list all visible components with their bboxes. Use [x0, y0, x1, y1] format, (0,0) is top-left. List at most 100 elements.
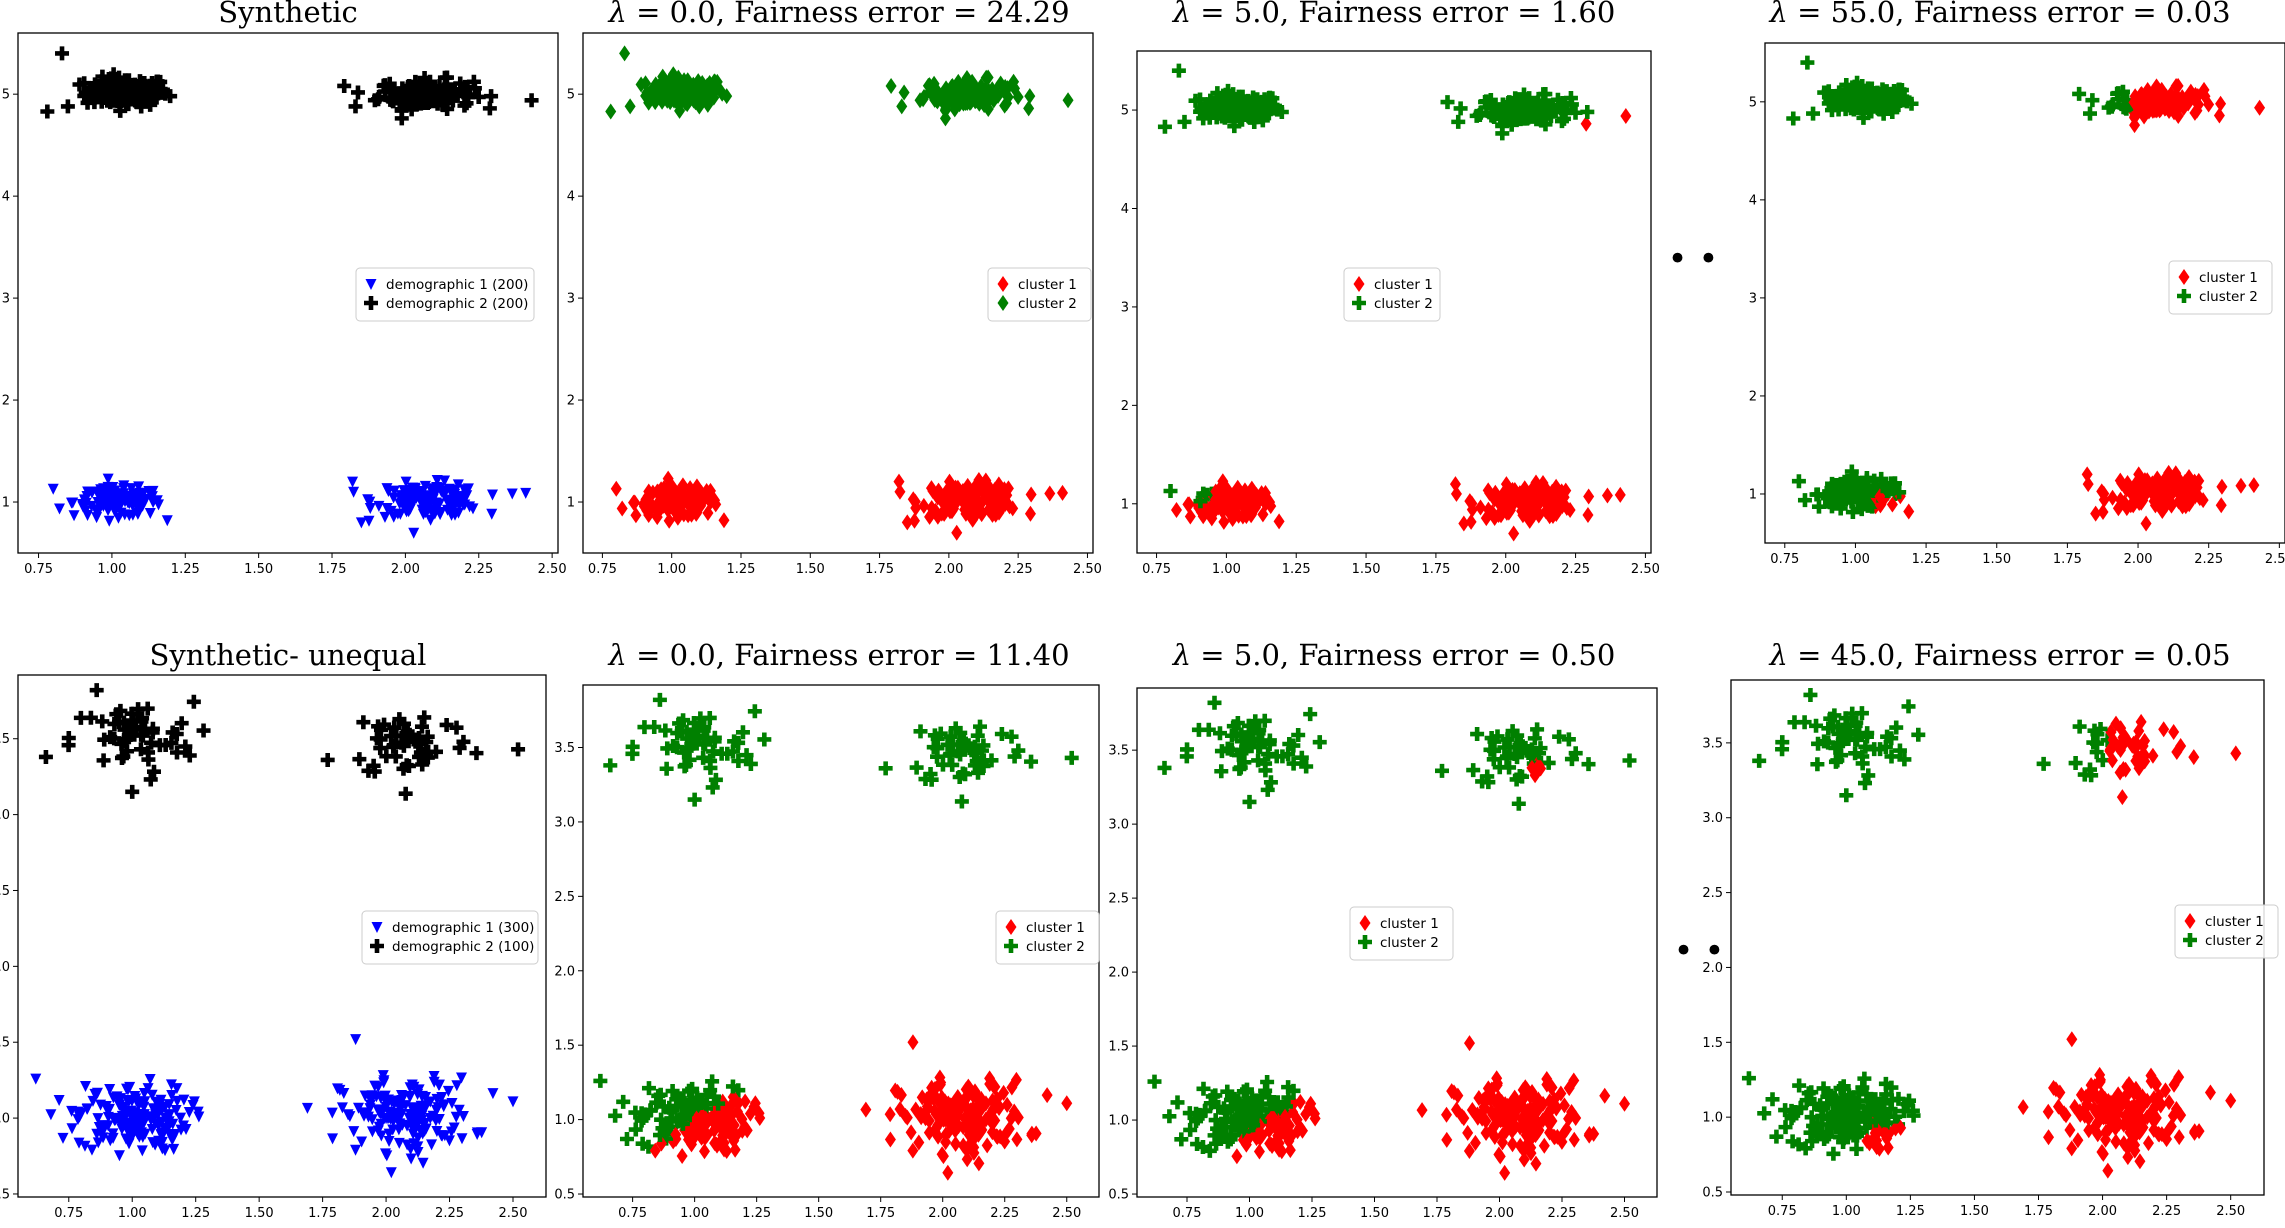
- scatter-point: [1147, 1074, 1162, 1089]
- scatter-point: [1206, 505, 1218, 522]
- scatter-point: [2072, 86, 2087, 101]
- scatter-point: [2072, 1132, 2084, 1149]
- scatter-point: [2137, 738, 2149, 755]
- scatter-point: [2095, 1109, 2107, 1126]
- scatter-point: [1500, 732, 1515, 747]
- scatter-point: [450, 1111, 462, 1123]
- scatter-point: [1519, 480, 1531, 497]
- legend-marker: [1358, 935, 1372, 949]
- scatter-point: [1836, 1135, 1851, 1150]
- scatter-point: [1470, 727, 1485, 742]
- scatter-point: [1538, 1137, 1550, 1154]
- scatter-point: [974, 743, 989, 758]
- scatter-point: [356, 1136, 368, 1148]
- scatter-point: [113, 1099, 125, 1111]
- scatter-point: [1242, 737, 1257, 752]
- scatter-point: [2141, 100, 2153, 117]
- y-tick-label: 1.0: [1108, 1114, 1129, 1129]
- legend-box: [2174, 904, 2279, 959]
- scatter-point: [1234, 1119, 1249, 1134]
- scatter-point: [992, 87, 1004, 104]
- legend: cluster 1 cluster 2: [1349, 906, 1454, 961]
- scatter-point: [739, 1093, 751, 1110]
- scatter-point: [1822, 495, 1837, 510]
- scatter-point: [2170, 477, 2182, 494]
- scatter-point: [377, 78, 392, 93]
- scatter-point: [132, 1128, 144, 1140]
- scatter-point: [417, 749, 432, 764]
- scatter-point: [717, 1115, 729, 1132]
- scatter-point: [2096, 483, 2108, 500]
- subplot-8: λ = 45.0, Fairness error = 0.05 0.75 1.00 1…: [1702, 638, 2279, 1219]
- scatter-point: [665, 1084, 680, 1099]
- scatter-point: [643, 1103, 658, 1118]
- scatter-point: [2173, 493, 2185, 510]
- scatter-point: [1252, 723, 1267, 738]
- scatter-point: [117, 734, 132, 749]
- y-tick-label: 2.0: [554, 964, 575, 979]
- x-tick-label: 2.50: [2265, 552, 2285, 567]
- scatter-point: [657, 68, 669, 85]
- scatter-point: [102, 1105, 114, 1117]
- scatter-point: [1464, 493, 1476, 510]
- scatter-point: [652, 504, 664, 521]
- scatter-point: [400, 476, 412, 488]
- scatter-point: [450, 88, 465, 103]
- scatter-point: [1211, 1099, 1226, 1114]
- scatter-point: [53, 1094, 65, 1106]
- scatter-point: [399, 758, 414, 773]
- scatter-point: [1502, 760, 1517, 775]
- scatter-point: [942, 1164, 954, 1181]
- scatter-point: [1191, 722, 1206, 737]
- scatter-point: [702, 504, 714, 521]
- scatter-point: [352, 1102, 364, 1114]
- scatter-point: [73, 1137, 85, 1149]
- scatter-point: [144, 735, 159, 750]
- scatter-point: [2110, 1114, 2122, 1131]
- scatter-point: [2133, 722, 2145, 739]
- legend: cluster 1 cluster 2: [995, 910, 1100, 965]
- scatter-point: [144, 1074, 156, 1086]
- scatter-point: [930, 749, 945, 764]
- scatter-point: [659, 761, 674, 776]
- scatter-point: [1061, 1095, 1073, 1112]
- scatter-point: [1210, 483, 1222, 500]
- scatter-point: [131, 499, 143, 511]
- scatter-point: [1011, 743, 1026, 758]
- scatter-point: [1496, 100, 1511, 115]
- scatter-point: [1863, 1135, 1875, 1152]
- scatter-point: [393, 1137, 405, 1149]
- scatter-point: [698, 737, 713, 752]
- scatter-point: [2168, 1076, 2180, 1093]
- scatter-point: [944, 473, 956, 490]
- scatter-point: [1177, 114, 1192, 129]
- scatter-point: [1839, 97, 1854, 112]
- scatter-point: [166, 1131, 178, 1143]
- scatter-point: [372, 89, 387, 104]
- scatter-point: [2095, 753, 2110, 768]
- x-tick-label: 1.00: [1235, 1206, 1264, 1221]
- scatter-point: [1458, 1110, 1470, 1127]
- scatter-point: [1211, 106, 1226, 121]
- x-tick-label: 1.00: [1841, 552, 1870, 567]
- scatter-point: [430, 1115, 442, 1127]
- scatter-point: [1821, 721, 1836, 736]
- legend-label: cluster 1: [2199, 270, 2258, 286]
- scatter-point: [986, 1103, 998, 1120]
- scatter-point: [2154, 102, 2166, 119]
- x-tick-label: 2.25: [435, 1206, 464, 1221]
- scatter-point: [986, 1124, 998, 1141]
- scatter-point: [918, 88, 930, 105]
- scatter-point: [999, 1133, 1011, 1150]
- subplot-title: λ = 55.0, Fairness error = 0.03: [1768, 0, 2230, 29]
- legend-box: [995, 910, 1100, 965]
- scatter-point: [362, 494, 374, 506]
- scatter-point: [1622, 753, 1637, 768]
- x-tick-label: 2.00: [1491, 562, 1520, 577]
- scatter-point: [1599, 1087, 1611, 1104]
- scatter-point: [95, 714, 110, 729]
- scatter-point: [1823, 711, 1838, 726]
- x-tick-label: 2.50: [499, 1206, 528, 1221]
- subplot-title: λ = 5.0, Fairness error = 0.50: [1172, 638, 1616, 672]
- scatter-point: [1568, 1131, 1580, 1148]
